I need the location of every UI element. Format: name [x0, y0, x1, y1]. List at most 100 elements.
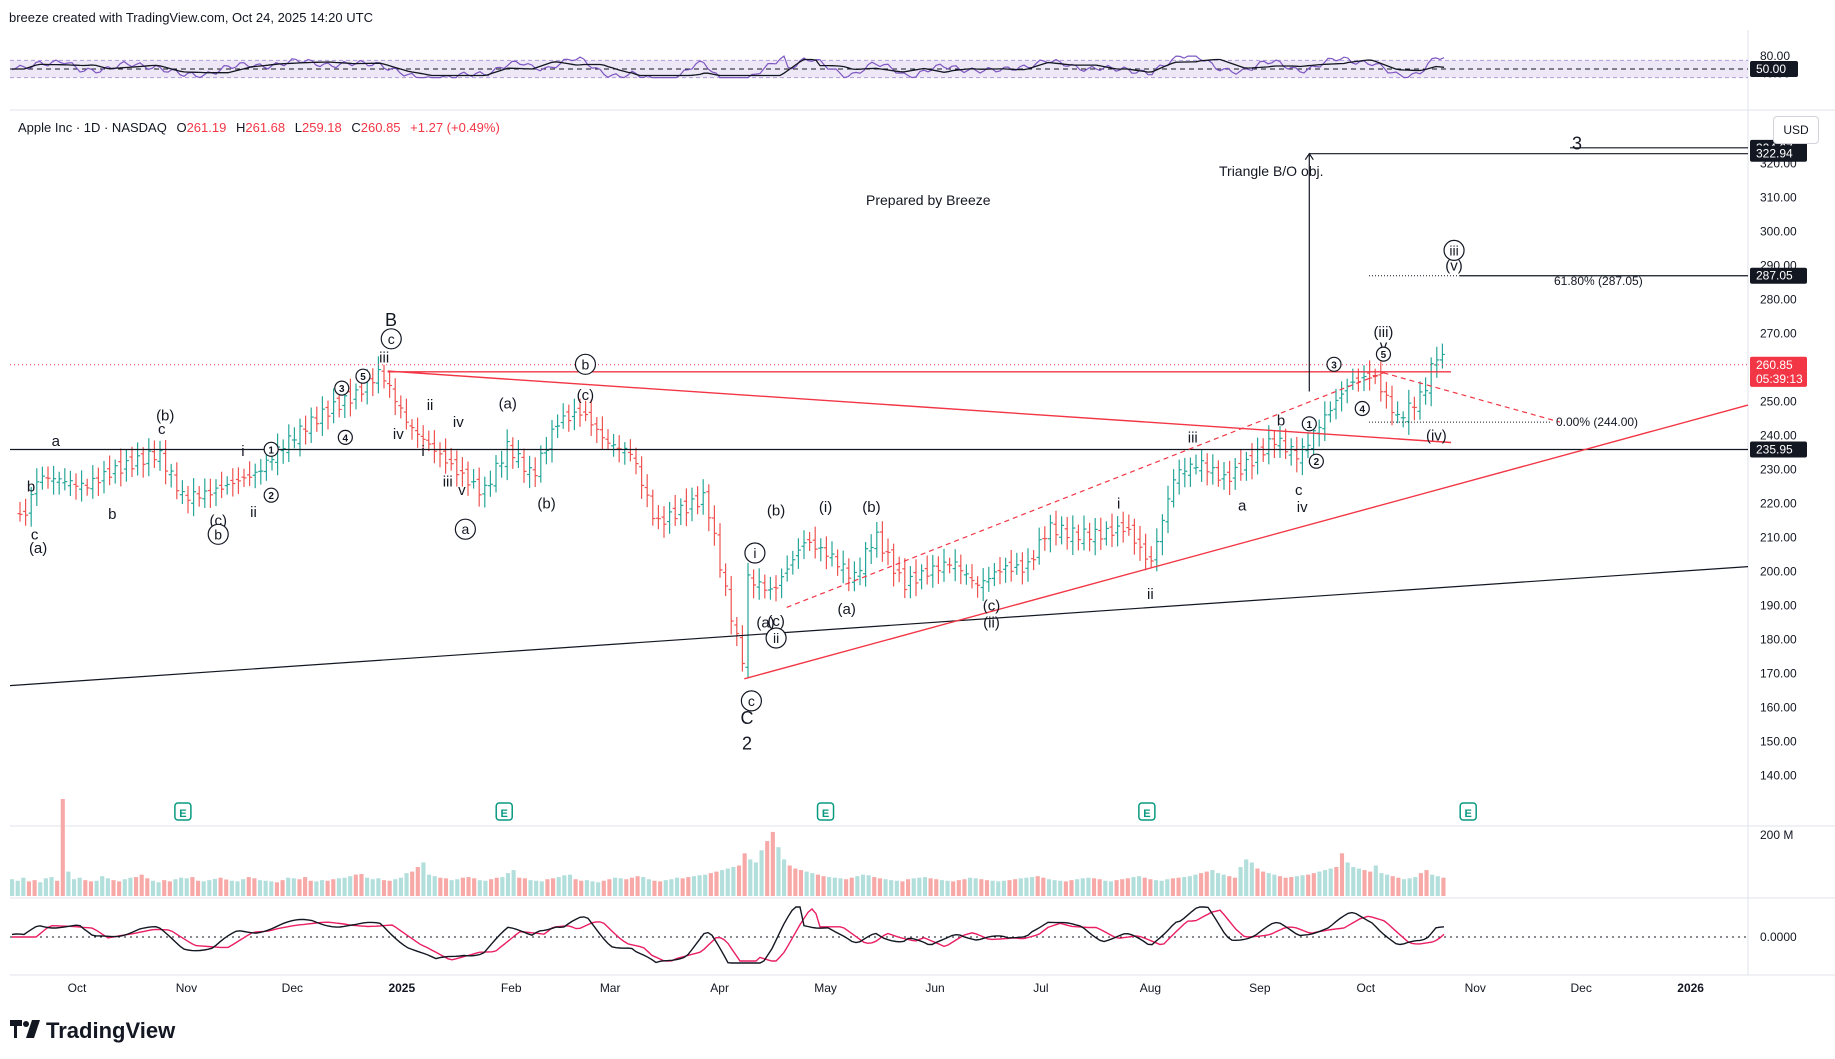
volume-bar: [1075, 879, 1080, 896]
volume-bar: [348, 876, 353, 896]
volume-bar: [866, 875, 871, 896]
time-tick-label: Jul: [1033, 981, 1048, 995]
volume-bar: [257, 880, 263, 896]
volume-bar: [122, 879, 127, 896]
volume-bar: [759, 850, 764, 896]
volume-bar: [1114, 880, 1119, 896]
wave-label: v: [1380, 338, 1388, 355]
volume-bar: [133, 877, 139, 896]
circled-wave-label: b: [582, 356, 590, 372]
volume-bar: [663, 880, 668, 896]
volume-bar: [1300, 875, 1305, 896]
symbol-legend[interactable]: Apple Inc · 1D · NASDAQ O261.19 H261.68 …: [18, 120, 500, 135]
price-axis-label-bg: [1750, 370, 1807, 387]
circled-wave-marker: [454, 518, 476, 540]
volume-bar: [815, 874, 820, 896]
wave-label: iii: [1188, 429, 1198, 446]
volume-bar: [618, 878, 623, 896]
price-tick-label: 160.00: [1760, 701, 1797, 715]
volume-bar: [432, 876, 437, 896]
volume-bar: [421, 862, 426, 896]
volume-bar: [968, 877, 973, 896]
volume-bar: [43, 878, 48, 896]
volume-bar: [1368, 871, 1373, 896]
volume-bar: [1018, 878, 1023, 896]
volume-bar: [472, 878, 477, 896]
volume-bar: [139, 874, 144, 896]
rsi-ma-line: [12, 58, 1445, 77]
volume-bar: [1255, 868, 1260, 896]
numbered-wave-label: 1: [1307, 420, 1313, 431]
volume-bar: [1035, 876, 1040, 896]
volume-bar: [1199, 873, 1204, 896]
volume-bar: [314, 881, 319, 896]
earnings-marker-icon: [1138, 802, 1156, 821]
wave-label: (i): [819, 499, 832, 516]
volume-bar: [1001, 880, 1006, 896]
volume-bar: [1052, 880, 1057, 896]
numbered-wave-marker: [1301, 416, 1317, 432]
numbered-wave-label: 4: [343, 433, 349, 444]
volume-bar: [883, 879, 888, 896]
volume-bar: [1063, 881, 1068, 896]
wave-label: v: [458, 482, 466, 499]
volume-bar: [906, 879, 911, 896]
volume-bar: [32, 880, 37, 896]
numbered-wave-marker: [1326, 356, 1342, 372]
volume-bar: [60, 799, 65, 896]
volume-bar: [438, 877, 443, 896]
circled-wave-marker: [744, 542, 766, 564]
wave-label: iii: [443, 474, 453, 491]
volume-bar: [190, 877, 195, 896]
time-tick-label: 2026: [1677, 981, 1704, 995]
volume-bar: [534, 880, 539, 896]
currency-button[interactable]: USD: [1773, 116, 1819, 144]
volume-bar: [1356, 868, 1361, 896]
volume-bar: [691, 876, 697, 896]
volume-bar: [697, 875, 702, 896]
volume-bar: [246, 877, 251, 896]
earnings-marker-icon: [495, 802, 513, 821]
volume-bar: [1413, 877, 1418, 896]
volume-bar: [567, 874, 573, 896]
tradingview-logo: TradingView: [10, 1018, 175, 1044]
circled-wave-label: a: [461, 521, 469, 537]
volume-bar: [810, 873, 815, 896]
ohlc-high-label: H: [235, 120, 246, 135]
volume-bar: [1435, 876, 1440, 896]
volume-bar: [1215, 873, 1221, 896]
volume-bar: [573, 879, 578, 896]
volume-bar: [241, 879, 246, 896]
oscillator-signal-line: [12, 908, 1445, 962]
volume-bar: [1120, 879, 1125, 896]
ohlc-close: 260.85: [360, 120, 401, 135]
volume-bar: [1379, 873, 1384, 896]
wave-label: (b): [537, 496, 555, 513]
price-tick-label: 250.00: [1760, 395, 1797, 409]
volume-bar: [218, 877, 223, 896]
time-tick-label: Apr: [710, 981, 729, 995]
volume-bar: [1153, 880, 1159, 896]
time-tick-label: Dec: [1571, 981, 1592, 995]
time-tick-label: Mar: [600, 981, 621, 995]
wave-label: (b): [156, 407, 174, 424]
volume-bar: [393, 879, 398, 896]
volume-bar: [911, 878, 916, 896]
symbol-name: Apple Inc · 1D · NASDAQ: [18, 120, 167, 135]
volume-bar: [1204, 871, 1209, 896]
volume-bar: [1187, 876, 1192, 896]
volume-bar: [1165, 879, 1170, 896]
volume-bar: [1193, 874, 1198, 896]
volume-bar: [1091, 878, 1097, 896]
volume-bar: [1125, 878, 1130, 896]
volume-bar: [596, 882, 601, 896]
volume-bar: [934, 879, 939, 896]
numbered-wave-label: 3: [339, 384, 345, 395]
wave-label: (c): [767, 613, 785, 630]
volume-bar: [1024, 877, 1029, 896]
price-axis-label: 322.94: [1756, 147, 1793, 161]
volume-bar: [477, 880, 482, 896]
volume-bar: [962, 879, 967, 896]
volume-bar: [66, 871, 71, 896]
